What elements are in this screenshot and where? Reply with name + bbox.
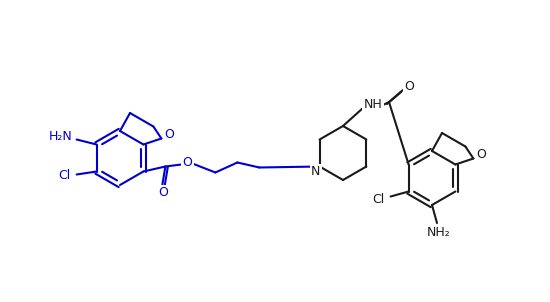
Text: Cl: Cl bbox=[58, 169, 71, 182]
Text: O: O bbox=[404, 79, 414, 92]
Text: O: O bbox=[476, 148, 486, 161]
Text: Cl: Cl bbox=[372, 193, 385, 206]
Text: H₂N: H₂N bbox=[49, 130, 73, 143]
Text: N: N bbox=[311, 165, 320, 178]
Text: NH₂: NH₂ bbox=[427, 226, 451, 239]
Text: O: O bbox=[164, 128, 174, 141]
Text: NH: NH bbox=[364, 98, 382, 111]
Text: O: O bbox=[158, 186, 168, 199]
Text: O: O bbox=[183, 156, 192, 169]
